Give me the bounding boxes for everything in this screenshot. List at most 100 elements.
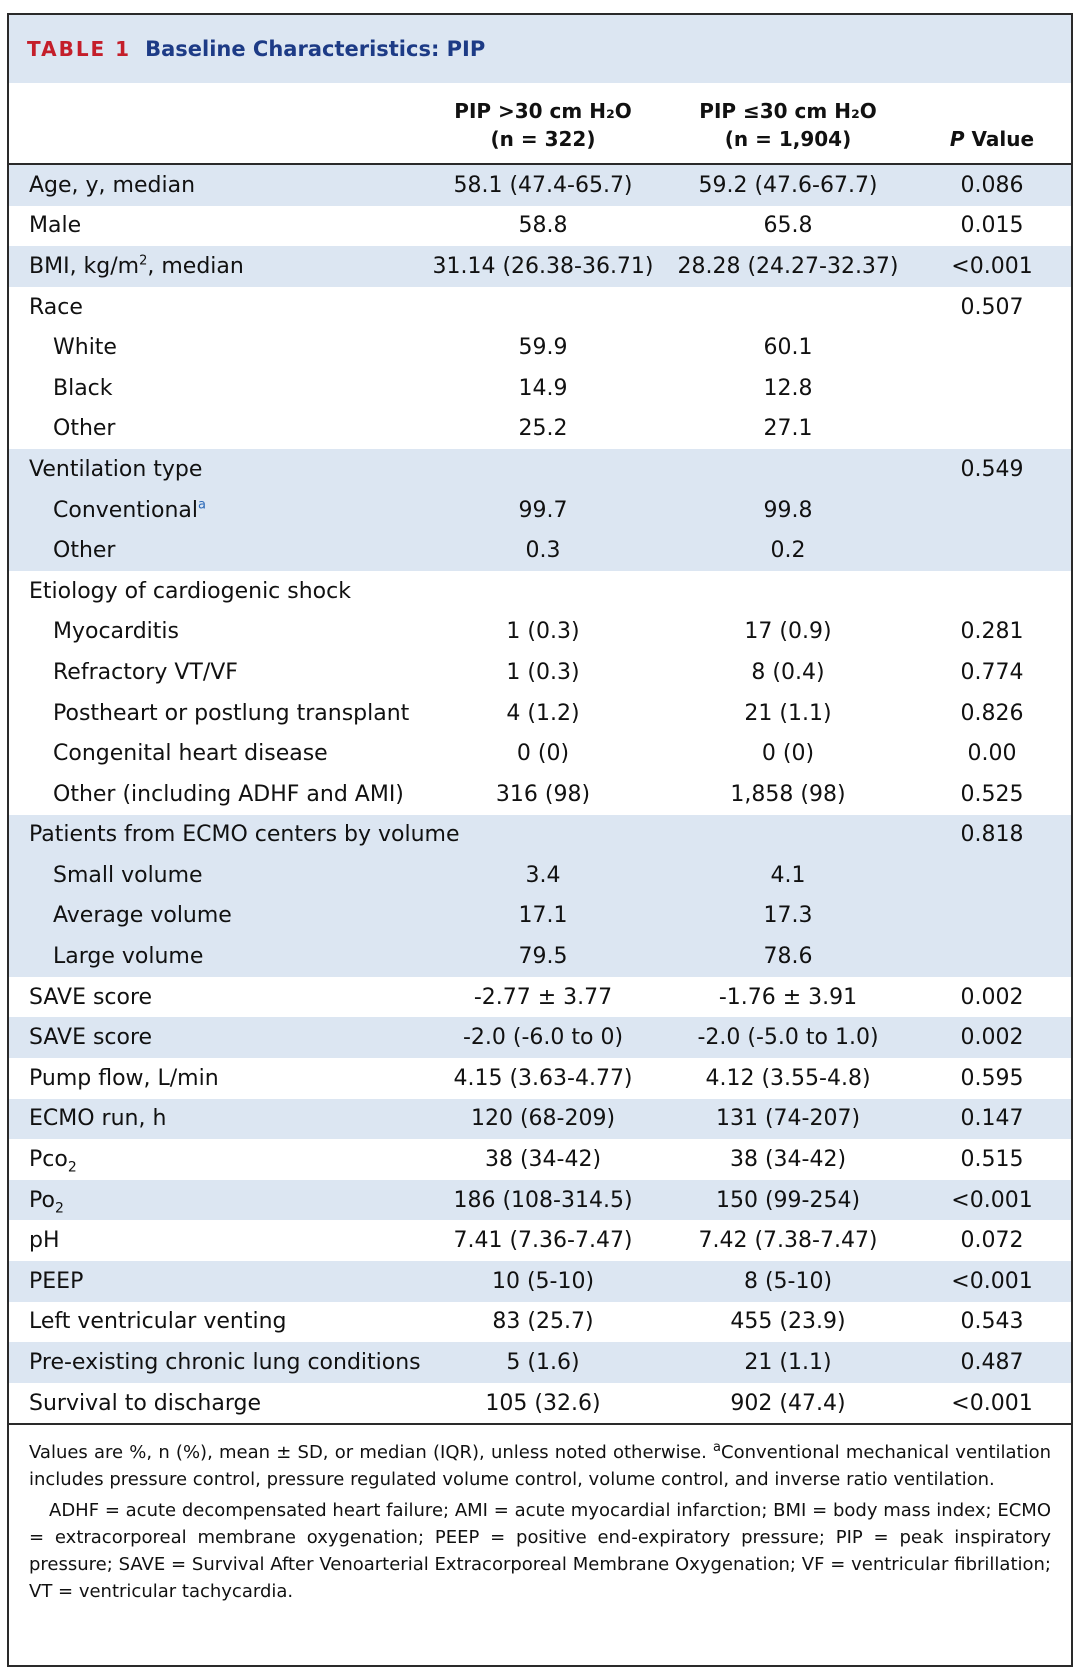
table-label: TABLE 1 (27, 37, 132, 61)
value-p: 0.002 (960, 984, 1024, 1010)
value-pip-low: 17.3 (663, 895, 913, 937)
table-row: pH 7.41 (7.36-7.47) 7.42 (7.38-7.47) 0.072 (9, 1220, 1071, 1261)
row-label-text: pH (29, 1228, 60, 1254)
value-pip-high: 120 (68-209) (423, 1098, 663, 1140)
value-p: 0.00 (967, 741, 1017, 767)
row-label-text: Pump flow, L/min (29, 1065, 219, 1091)
row-label-text: Refractory VT/VF (53, 659, 238, 685)
row-label: Large volume (9, 936, 423, 977)
row-label-text: Small volume (53, 862, 203, 888)
value-pip-low: -2.0 (-5.0 to 1.0) (663, 1017, 913, 1059)
row-label: pH (9, 1220, 423, 1261)
row-label: ECMO run, h (9, 1098, 423, 1140)
row-label: PEEP (9, 1261, 423, 1302)
row-label-text: Ventilation type (29, 456, 203, 482)
value-pip-low (663, 287, 913, 328)
value-pip-low: 0.2 (663, 530, 913, 571)
value-pip-high: 1 (0.3) (506, 619, 580, 645)
table-row: PEEP 10 (5-10) 8 (5-10) <0.001 (9, 1261, 1071, 1302)
table-row: Myocarditis 1 (0.3) 17 (0.9) 0.281 (9, 612, 1071, 653)
value-pip-low: 8 (5-10) (663, 1261, 913, 1302)
row-label-text: Other (53, 538, 116, 564)
value-pip-high (423, 814, 663, 856)
row-label-text: BMI, kg/m (29, 253, 140, 279)
row-label-text: Myocarditis (53, 619, 179, 645)
value-p (913, 530, 1071, 571)
table-title-bar: TABLE 1 Baseline Characteristics: PIP (9, 15, 1071, 83)
row-label-text: Pre-existing chronic lung conditions (29, 1350, 421, 1376)
row-label: Survival to discharge (9, 1382, 423, 1426)
row-label: Male (9, 206, 423, 247)
table-title: Baseline Characteristics: PIP (145, 37, 486, 61)
value-p: <0.001 (913, 1179, 1071, 1221)
row-label-text: Average volume (53, 903, 232, 929)
value-pip-high: 7.41 (7.36-7.47) (453, 1228, 633, 1254)
row-label-text: Large volume (53, 944, 204, 970)
row-label-text: Left ventricular venting (29, 1309, 287, 1335)
value-pip-low: 7.42 (7.38-7.47) (698, 1228, 878, 1254)
footnote-text: Conventional mechanical ventilation incl… (29, 1442, 1052, 1491)
value-pip-low: 0 (0) (761, 741, 815, 767)
table-row: Pump flow, L/min 4.15 (3.63-4.77) 4.12 (3.… (9, 1058, 1071, 1099)
header-pip-low-line2: (n = 1,904) (724, 127, 852, 151)
value-pip-low: 21 (1.1) (663, 1342, 913, 1383)
row-label-subscript: 2 (54, 1200, 64, 1217)
value-pip-low: 21 (1.1) (744, 700, 832, 726)
value-p: 0.595 (960, 1065, 1024, 1091)
row-label-superscript: 2 (139, 253, 148, 269)
value-pip-high: 58.1 (47.4-65.7) (423, 164, 663, 206)
value-pip-low (663, 814, 913, 856)
header-p-italic: P (949, 127, 965, 151)
table-row: Large volume 79.5 78.6 (9, 936, 1071, 977)
row-label-text: Conventional (53, 497, 198, 523)
value-pip-low: 8 (0.4) (751, 659, 825, 685)
table-row: Other 25.2 27.1 (9, 409, 1071, 450)
value-pip-low: 59.2 (47.6-67.7) (663, 164, 913, 206)
value-pip-high: 1 (0.3) (506, 659, 580, 685)
footnote-marker: a (713, 1440, 721, 1456)
value-p (913, 571, 1071, 612)
row-label-text: Other (including ADHF and AMI) (53, 781, 404, 807)
value-pip-high: 31.14 (26.38-36.71) (423, 246, 663, 287)
footnotes: Values are %, n (%), mean ± SD, or media… (9, 1425, 1071, 1605)
table-row: Patients from ECMO centers by volume 0.81… (9, 814, 1071, 856)
row-label: Pre-existing chronic lung conditions (9, 1342, 423, 1383)
value-pip-high: 25.2 (518, 416, 568, 442)
value-pip-low: 4.1 (663, 855, 913, 896)
header-pip-high: PIP >30 cm H₂O (n = 322) (423, 83, 663, 165)
row-label-subscript: 2 (67, 1159, 77, 1176)
table-row: Small volume 3.4 4.1 (9, 855, 1071, 896)
value-p: 0.826 (960, 700, 1024, 726)
value-pip-high: 4 (1.2) (506, 700, 580, 726)
value-pip-low: 38 (34-42) (729, 1147, 847, 1173)
row-label-text: Congenital heart disease (53, 741, 328, 767)
row-label: Patients from ECMO centers by volume (9, 814, 460, 856)
value-pip-high: 186 (108-314.5) (423, 1179, 663, 1221)
row-label: Race (9, 287, 423, 328)
row-label: Black (9, 368, 423, 409)
footnote-values: Values are %, n (%), mean ± SD, or media… (29, 1439, 1051, 1493)
value-pip-low: -1.76 ± 3.91 (718, 984, 858, 1010)
value-p: <0.001 (913, 1382, 1071, 1426)
row-label: Ventilation type (9, 449, 423, 490)
table-row: Left ventricular venting 83 (25.7) 455 (23… (9, 1302, 1071, 1343)
value-pip-low (663, 571, 913, 612)
table-row: Male 58.8 65.8 0.015 (9, 206, 1071, 247)
value-p: 0.818 (913, 814, 1071, 856)
value-pip-low: 27.1 (763, 416, 813, 442)
value-pip-high: 99.7 (423, 489, 663, 531)
value-pip-high: 17.1 (423, 895, 663, 937)
row-label-text: SAVE score (29, 984, 153, 1010)
value-pip-low: 4.12 (3.55-4.8) (705, 1065, 871, 1091)
row-label: Po2 (9, 1179, 423, 1221)
row-label: BMI, kg/m2, median (9, 246, 423, 287)
value-pip-high: 5 (1.6) (423, 1342, 663, 1383)
table-frame: TABLE 1 Baseline Characteristics: PIP PI… (7, 13, 1073, 1667)
row-label: SAVE score (9, 1017, 423, 1059)
row-label: Pco2 (9, 1139, 423, 1180)
row-label-suffix: , median (147, 253, 244, 279)
value-pip-high: 38 (34-42) (484, 1147, 602, 1173)
row-label-superscript: a (198, 497, 206, 513)
table-row: BMI, kg/m2, median 31.14 (26.38-36.71) 28.… (9, 246, 1071, 287)
value-pip-high: 0 (0) (516, 741, 570, 767)
